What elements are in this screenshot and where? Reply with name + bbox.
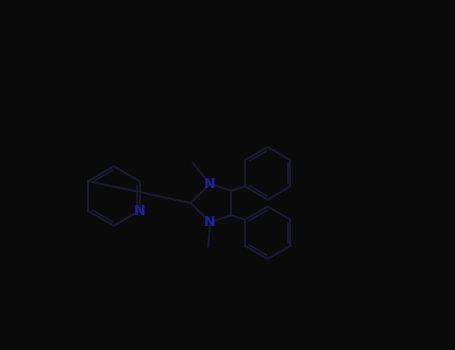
Text: N: N: [134, 204, 145, 218]
Text: N: N: [204, 177, 216, 191]
Text: N: N: [204, 215, 216, 229]
